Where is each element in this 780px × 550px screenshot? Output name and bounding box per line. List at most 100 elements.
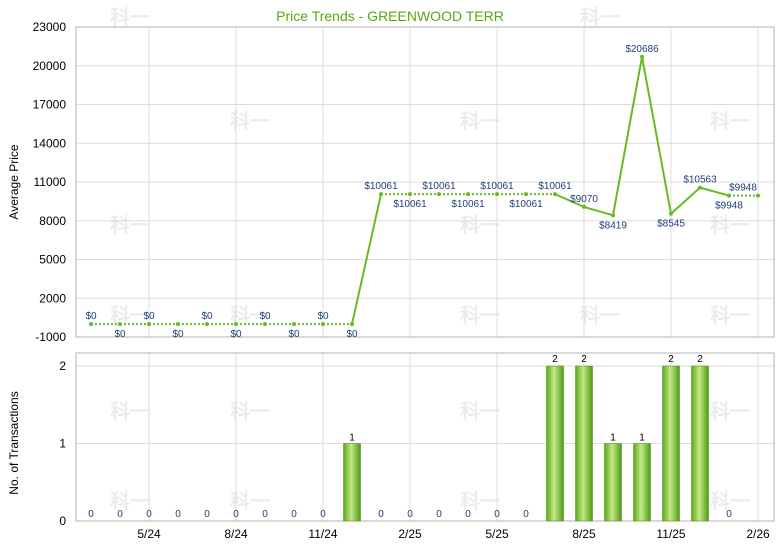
price-data-label: $9948	[715, 201, 743, 212]
transactions-y-tick-label: 2	[59, 359, 66, 373]
price-point	[147, 322, 151, 327]
price-point	[640, 54, 644, 59]
transaction-data-label: 1	[639, 433, 645, 444]
transaction-data-label: 0	[523, 509, 529, 520]
price-data-label: $8545	[657, 219, 685, 230]
transaction-data-label: 0	[320, 509, 326, 520]
price-series	[91, 56, 758, 326]
price-plot-frame	[75, 26, 775, 338]
price-point	[118, 322, 122, 327]
price-point	[495, 192, 499, 197]
price-point	[611, 213, 615, 218]
price-point	[553, 192, 557, 197]
price-line-segment	[641, 56, 672, 214]
price-y-tick-label: 8000	[39, 214, 66, 228]
price-data-label: $10061	[364, 181, 398, 192]
price-y-tick-label: 11000	[34, 175, 67, 189]
price-y-tick-label: 20000	[33, 59, 67, 73]
transaction-data-label: 0	[378, 509, 384, 520]
transaction-data-label: 0	[175, 509, 181, 520]
price-point	[437, 192, 441, 197]
price-y-axis-label: Average Price	[7, 144, 21, 219]
price-data-label: $0	[288, 329, 300, 340]
price-data-label: $0	[346, 329, 358, 340]
transaction-bar	[633, 443, 651, 522]
price-line-segment	[612, 56, 643, 216]
price-data-label: $0	[85, 311, 97, 322]
price-data-label: $0	[259, 311, 271, 322]
price-y-tick-label: 17000	[33, 98, 67, 112]
transaction-data-label: 2	[581, 354, 587, 365]
transaction-data-label: 0	[726, 509, 732, 520]
chart-title: Price Trends - GREENWOOD TERR	[276, 8, 504, 24]
transaction-bar	[604, 443, 622, 522]
price-data-label: $0	[172, 329, 184, 340]
price-point	[669, 211, 673, 216]
transaction-data-label: 0	[146, 509, 152, 520]
transaction-data-label: 0	[204, 509, 210, 520]
watermark-text: 科一	[710, 303, 750, 327]
price-data-label: $0	[317, 311, 329, 322]
price-point	[234, 322, 238, 327]
price-point	[756, 193, 760, 198]
price-point	[350, 322, 354, 327]
transactions-y-axis-label: No. of Transactions	[7, 391, 21, 494]
transaction-bar	[343, 443, 361, 522]
price-data-label: $0	[230, 329, 242, 340]
watermark-text: 科一	[460, 109, 500, 133]
price-line-segment	[583, 205, 614, 217]
price-data-label: $8419	[599, 220, 627, 231]
price-point	[176, 322, 180, 327]
price-data-label: $10061	[509, 199, 543, 210]
transaction-data-label: 0	[436, 509, 442, 520]
transaction-data-label: 0	[117, 509, 123, 520]
transactions-bars	[343, 365, 709, 522]
transactions-x-tick-label: 11/24	[308, 527, 337, 541]
price-line-segment	[699, 186, 730, 197]
price-data-label: $9070	[570, 194, 598, 205]
price-y-tick-label: 5000	[39, 253, 66, 267]
price-data-label: $10061	[538, 181, 572, 192]
transactions-y-ticks: 2 1 0	[59, 359, 66, 528]
watermark-text: 科一	[110, 5, 150, 29]
price-data-label: $10061	[480, 181, 514, 192]
watermark-text: 科一	[460, 399, 500, 423]
transactions-x-tick-label: 2/25	[398, 527, 422, 541]
watermark-text: 科一	[230, 109, 270, 133]
transaction-data-label: 0	[88, 509, 94, 520]
price-data-label: $9948	[729, 183, 757, 194]
price-point	[263, 322, 267, 327]
price-point	[292, 322, 296, 327]
price-point	[582, 204, 586, 209]
transactions-y-tick-label: 1	[59, 437, 66, 451]
watermark-text: 科一	[460, 489, 500, 513]
transactions-x-tick-label: 11/25	[656, 527, 685, 541]
transaction-bar	[546, 365, 564, 522]
transaction-data-label: 0	[262, 509, 268, 520]
price-point	[524, 192, 528, 197]
price-line-segment	[670, 186, 701, 215]
price-point	[321, 322, 325, 327]
transactions-x-tick-label: 5/24	[137, 527, 161, 541]
watermark-text: 科一	[110, 303, 150, 327]
price-y-tick-label: -1000	[35, 330, 66, 344]
price-point	[379, 192, 383, 197]
watermark-text: 科一	[110, 399, 150, 423]
price-data-labels: $0 $0 $0 $0 $0 $0 $0 $0 $0 $0 $10061 $10061 $10061 $1…	[85, 44, 757, 340]
watermark-text: 科一	[110, 213, 150, 237]
watermark-text: 科一	[710, 109, 750, 133]
price-data-label: $10563	[683, 175, 717, 186]
price-data-label: $10061	[422, 181, 456, 192]
price-data-label: $20686	[625, 44, 659, 55]
price-point	[89, 322, 93, 327]
price-point	[205, 322, 209, 327]
transactions-x-tick-label: 8/25	[572, 527, 596, 541]
transaction-data-label: 1	[610, 433, 616, 444]
transactions-x-tick-label: 2/26	[746, 527, 770, 541]
price-y-tick-label: 14000	[33, 136, 67, 150]
price-point	[466, 192, 470, 197]
price-data-label: $0	[143, 311, 155, 322]
watermark-text: 科一	[460, 213, 500, 237]
